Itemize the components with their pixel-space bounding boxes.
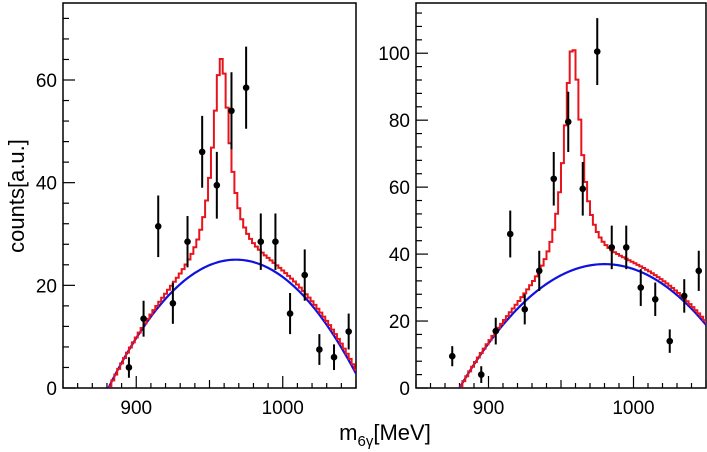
data-point <box>257 238 265 245</box>
data-point <box>448 352 456 360</box>
data-point <box>622 244 630 251</box>
data-point <box>680 292 688 300</box>
x-axis-title-base: m <box>339 420 357 445</box>
data-point <box>228 107 235 115</box>
y-tick-label: 100 <box>378 44 410 65</box>
data-point <box>140 315 147 323</box>
data-point <box>637 284 645 291</box>
data-point <box>666 337 674 345</box>
data-point <box>184 238 191 245</box>
right-panel: 900 1000 0 20 40 60 80 100 <box>378 2 707 419</box>
data-point <box>316 346 323 353</box>
plot-frame <box>62 2 357 389</box>
y-tick-label: 0 <box>46 379 57 400</box>
y-axis-title: counts[a.u.] <box>4 139 29 253</box>
data-point <box>213 181 221 189</box>
data-point <box>198 148 206 156</box>
y-tick-label: 0 <box>399 379 410 400</box>
x-axis-title-sub: 6γ <box>358 433 374 450</box>
data-point <box>154 223 162 230</box>
data-point <box>521 306 529 313</box>
data-point <box>608 244 616 251</box>
x-tick-label: 1000 <box>612 398 654 419</box>
total-fit-curve <box>108 57 356 388</box>
y-tick-label: 20 <box>36 276 57 297</box>
data-point <box>477 371 485 378</box>
x-tick-label: 1000 <box>262 398 304 419</box>
data-point <box>330 353 338 361</box>
data-point <box>579 185 587 193</box>
data-point <box>564 118 572 126</box>
data-point <box>125 364 133 371</box>
x-axis-title: m6γ[MeV] <box>339 420 431 450</box>
y-tick-label: 60 <box>36 71 57 92</box>
y-tick-label: 80 <box>389 111 410 132</box>
data-point <box>242 84 250 91</box>
plot-frame <box>415 2 707 389</box>
data-point <box>593 48 601 55</box>
y-tick-label: 40 <box>389 245 410 266</box>
data-point <box>301 271 309 279</box>
y-tick-label: 60 <box>389 178 410 199</box>
x-tick-label: 900 <box>473 398 505 419</box>
data-point <box>550 175 558 183</box>
y-tick-label: 20 <box>389 312 410 333</box>
data-point <box>272 238 279 245</box>
data-point <box>506 230 514 238</box>
x-axis-title-unit: [MeV] <box>373 420 430 445</box>
data-point <box>695 267 703 275</box>
y-tick-label: 40 <box>36 174 57 195</box>
data-point <box>651 295 659 303</box>
data-point <box>345 328 352 335</box>
data-point <box>169 300 177 307</box>
total-fit-curve <box>459 49 706 388</box>
x-tick-label: 900 <box>120 398 152 419</box>
data-point <box>535 267 543 275</box>
left-panel: 900 1000 0 20 40 60 <box>36 2 357 419</box>
data-point <box>286 310 294 317</box>
data-point <box>492 327 500 335</box>
